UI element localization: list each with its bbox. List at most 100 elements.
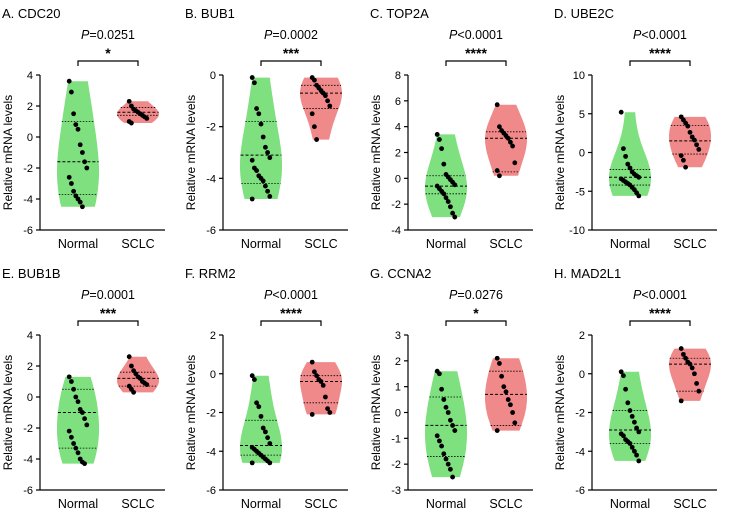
y-tick-label: -3: [391, 485, 401, 497]
normal-data-point: [439, 386, 444, 392]
normal-data-point: [71, 111, 76, 117]
normal-data-point: [439, 443, 444, 449]
normal-data-point: [636, 458, 642, 464]
normal-data-point: [623, 153, 628, 159]
y-tick-label: -6: [206, 225, 216, 237]
sclc-data-point: [510, 410, 515, 415]
sclc-data-point: [129, 120, 134, 126]
panel-title: G. CCNA2: [370, 266, 431, 281]
sclc-data-point: [309, 111, 315, 117]
normal-data-point: [252, 80, 257, 86]
sclc-data-point: [696, 388, 702, 394]
p-value-symbol: P: [633, 288, 642, 302]
group-label-normal: Normal: [610, 237, 650, 251]
y-tick-label: 0: [579, 369, 585, 381]
panel-title: H. MAD2L1: [554, 266, 621, 281]
significance-bracket: [445, 320, 507, 326]
normal-data-point: [66, 374, 72, 380]
panel-title: F. RRM2: [185, 266, 236, 281]
group-label-normal: Normal: [241, 237, 281, 251]
normal-data-point: [625, 400, 631, 406]
normal-data-point: [625, 161, 631, 167]
y-tick-label: 2: [395, 356, 401, 368]
significance-stars: ***: [100, 305, 117, 321]
normal-data-point: [73, 394, 79, 400]
group-label-normal: Normal: [58, 497, 98, 511]
normal-data-point: [629, 444, 635, 450]
significance-bracket: [77, 320, 139, 326]
normal-data-point: [634, 452, 639, 458]
y-tick-label: -2: [23, 423, 33, 435]
normal-data-point: [82, 416, 87, 422]
normal-data-point: [441, 161, 447, 167]
y-tick-label: 1: [395, 382, 401, 394]
y-tick-label: 0: [27, 132, 33, 144]
normal-data-point: [621, 146, 626, 152]
normal-data-point: [636, 429, 642, 435]
sclc-data-point: [505, 397, 511, 402]
normal-data-point: [265, 150, 270, 155]
sclc-data-point: [687, 129, 693, 135]
sclc-data-point: [129, 363, 134, 369]
normal-data-point: [452, 428, 458, 433]
y-tick-label: -4: [23, 194, 33, 206]
y-tick-label: 0: [210, 369, 216, 381]
p-value-label: P<0.0001: [264, 288, 318, 302]
normal-data-point: [437, 438, 442, 444]
normal-data-point: [443, 404, 449, 410]
sclc-violin: [300, 77, 342, 140]
sclc-data-point: [678, 398, 684, 404]
significance-stars: ****: [280, 305, 302, 321]
sclc-data-point: [512, 160, 518, 166]
normal-data-point: [445, 461, 451, 467]
y-tick-label: 2: [579, 330, 585, 342]
panel-1: B. BUB1 P=0.0002 *** -6 -4 -2 0 Relative mRNA l…: [184, 6, 348, 251]
panel-title: C. TOP2A: [370, 6, 429, 21]
normal-data-point: [69, 89, 74, 95]
sclc-data-point: [126, 354, 132, 360]
normal-data-point: [265, 188, 270, 194]
y-tick-label: 2: [395, 148, 401, 160]
normal-data-point: [66, 174, 72, 180]
y-axis-label: Relative mRNA levels: [184, 355, 198, 470]
sclc-data-point: [692, 371, 697, 377]
p-value-text: <0.0001: [457, 28, 503, 42]
sclc-data-point: [678, 346, 684, 351]
panel-2: C. TOP2A P<0.0001 **** -4 -2 0 2 4 6 8 Relative mR…: [369, 6, 533, 251]
sclc-data-point: [323, 93, 328, 99]
sclc-data-point: [320, 382, 326, 388]
y-tick-label: 0: [210, 70, 216, 82]
normal-violin: [57, 376, 99, 464]
sclc-data-point: [696, 147, 702, 152]
normal-data-point: [69, 379, 74, 384]
significance-bracket: [629, 60, 691, 66]
sclc-data-point: [512, 420, 518, 426]
normal-data-point: [263, 183, 268, 189]
sclc-data-point: [501, 384, 507, 390]
sclc-data-point: [312, 369, 317, 375]
normal-data-point: [84, 422, 90, 428]
normal-data-point: [450, 423, 455, 428]
panel-title: D. UBE2C: [554, 6, 614, 21]
normal-data-point: [632, 448, 637, 454]
significance-stars: ***: [283, 45, 300, 61]
sclc-data-point: [497, 173, 502, 179]
panel-4: E. BUB1B P=0.0001 *** -6 -4 -2 0 2 4 Relative mRN…: [1, 266, 165, 511]
sclc-data-point: [685, 123, 691, 129]
normal-data-point: [256, 111, 262, 117]
y-tick-label: -6: [575, 485, 585, 497]
y-tick-label: 2: [27, 101, 33, 113]
y-tick-label: 2: [27, 361, 33, 373]
normal-data-point: [267, 194, 273, 199]
sclc-data-point: [678, 153, 684, 159]
group-label-normal: Normal: [610, 497, 650, 511]
normal-violin: [240, 375, 282, 463]
normal-data-point: [249, 373, 255, 379]
panel-6: G. CCNA2 P=0.0276 * -3 -2 -1 0 1 2 3 Relative mRNA…: [369, 266, 533, 511]
normal-data-point: [437, 137, 442, 142]
y-tick-label: -5: [575, 186, 585, 198]
group-label-normal: Normal: [241, 497, 281, 511]
y-tick-label: -4: [206, 446, 216, 458]
normal-data-point: [448, 466, 453, 472]
sclc-data-point: [683, 164, 688, 170]
